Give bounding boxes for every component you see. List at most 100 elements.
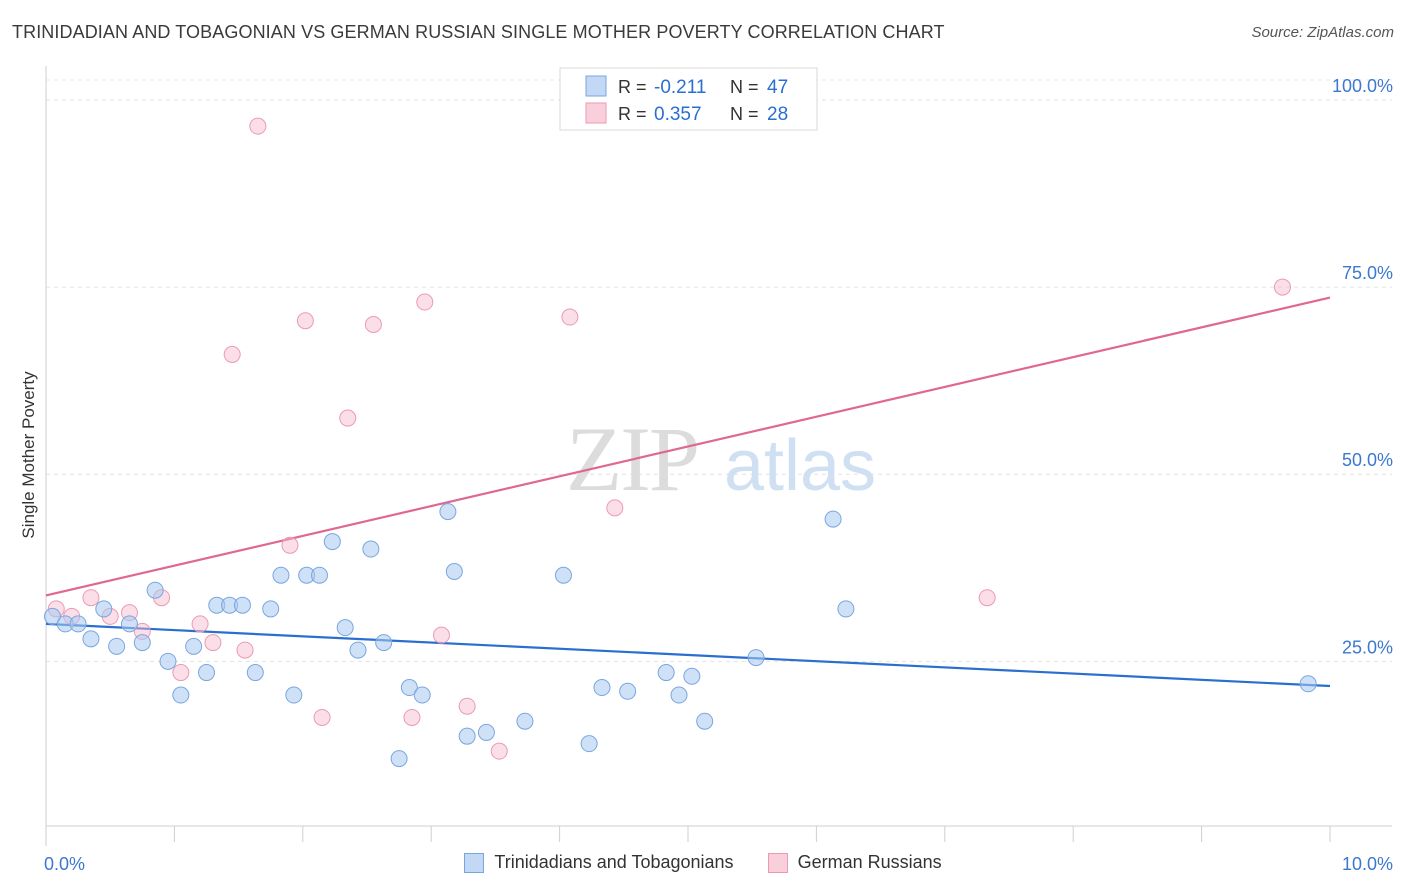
trinidadian-point-44 bbox=[824, 510, 842, 528]
trinidadian-point-31 bbox=[445, 563, 463, 581]
german-russian-point-20 bbox=[432, 626, 450, 644]
trinidadian-point-33 bbox=[477, 723, 495, 741]
german-russian-point-12 bbox=[249, 117, 267, 135]
trinidadian-point-23 bbox=[336, 619, 354, 637]
trinidadian-point-28 bbox=[400, 679, 418, 697]
german-russian-point-15 bbox=[313, 708, 331, 726]
trinidadian-point-32 bbox=[458, 727, 476, 745]
trinidadian-point-7 bbox=[133, 634, 151, 652]
legend-n-label-2: N = bbox=[730, 104, 759, 124]
trend-line-german-russian bbox=[45, 296, 1331, 597]
trinidadian-point-12 bbox=[198, 664, 215, 682]
x-tick-label-max: 10.0% bbox=[1342, 854, 1393, 874]
legend-n-label-1: N = bbox=[730, 77, 759, 97]
german-russian-point-2 bbox=[82, 589, 100, 607]
y-tick-label-25: 25.0% bbox=[1342, 637, 1393, 657]
trinidadian-point-18 bbox=[272, 566, 290, 584]
german-russian-point-13 bbox=[281, 536, 299, 554]
y-axis-label: Single Mother Poverty bbox=[19, 371, 38, 539]
source-credit: Source: ZipAtlas.com bbox=[1251, 24, 1394, 41]
watermark: ZIP atlas bbox=[566, 408, 876, 510]
german-russian-point-17 bbox=[364, 315, 382, 333]
legend-swatch-trinidadian bbox=[585, 75, 607, 97]
trinidadian-point-37 bbox=[593, 679, 611, 697]
legend-r-value-2: 0.357 bbox=[654, 104, 702, 125]
trinidadian-point-39 bbox=[657, 664, 675, 682]
trinidadian-point-22 bbox=[323, 533, 341, 551]
trinidadian-point-15 bbox=[233, 596, 251, 614]
legend-n-value-1: 47 bbox=[767, 77, 788, 98]
legend-item-trinidadian: Trinidadians and Tobagonians bbox=[464, 852, 734, 873]
trinidadian-point-6 bbox=[120, 615, 138, 633]
german-russian-point-26 bbox=[978, 589, 996, 607]
german-russian-point-9 bbox=[204, 634, 222, 652]
trinidadian-point-10 bbox=[172, 686, 190, 704]
data-points bbox=[43, 91, 1317, 768]
trend-line-trinidadian bbox=[45, 622, 1331, 688]
german-russian-point-19 bbox=[416, 293, 434, 311]
trinidadian-point-34 bbox=[516, 712, 534, 730]
german-russian-point-7 bbox=[172, 664, 190, 682]
german-russian-point-14 bbox=[296, 312, 314, 330]
legend-r-label-1: R = bbox=[618, 77, 647, 97]
german-russian-point-24 bbox=[606, 499, 624, 517]
trinidadian-point-16 bbox=[246, 664, 264, 682]
trinidadian-point-21 bbox=[310, 566, 328, 584]
legend-label-trinidadian: Trinidadians and Tobagonians bbox=[494, 852, 734, 872]
legend-swatch-german-russian bbox=[585, 102, 607, 124]
trinidadian-point-3 bbox=[82, 630, 100, 648]
gridlines bbox=[46, 79, 1392, 662]
y-tick-label-75: 75.0% bbox=[1342, 263, 1393, 283]
trinidadian-point-26 bbox=[375, 634, 393, 652]
trinidadian-point-24 bbox=[349, 641, 367, 659]
axes bbox=[45, 66, 1392, 846]
legend-swatch-blue bbox=[464, 852, 485, 873]
german-russian-point-18 bbox=[403, 708, 421, 726]
trinidadian-point-45 bbox=[837, 600, 855, 618]
german-russian-point-16 bbox=[339, 409, 357, 427]
german-russian-point-21 bbox=[458, 697, 476, 715]
y-tick-label-50: 50.0% bbox=[1342, 450, 1393, 470]
trinidadian-point-41 bbox=[683, 667, 701, 685]
legend-r-value-1: -0.211 bbox=[654, 77, 706, 98]
legend-correlation: R = -0.211 N = 47 R = 0.357 N = 28 bbox=[559, 67, 818, 131]
trinidadian-point-9 bbox=[159, 652, 177, 670]
trinidadian-point-36 bbox=[580, 735, 598, 753]
trinidadian-point-40 bbox=[670, 686, 688, 704]
trinidadian-point-27 bbox=[390, 750, 408, 768]
trinidadian-point-8 bbox=[146, 581, 164, 599]
legend-label-german-russian: German Russians bbox=[797, 852, 942, 872]
chart-title: TRINIDADIAN AND TOBAGONIAN VS GERMAN RUS… bbox=[12, 22, 945, 42]
trinidadian-point-4 bbox=[95, 600, 113, 618]
y-tick-label-100: 100.0% bbox=[1332, 76, 1393, 96]
legend-n-value-2: 28 bbox=[767, 104, 788, 125]
trinidadian-point-38 bbox=[619, 682, 637, 700]
trinidadian-point-5 bbox=[108, 637, 126, 655]
trinidadian-point-17 bbox=[262, 600, 280, 618]
legend-r-label-2: R = bbox=[618, 104, 647, 124]
german-russian-point-23 bbox=[561, 308, 579, 326]
trend-lines bbox=[45, 296, 1331, 688]
tick-labels: 25.0% 50.0% 75.0% 100.0% 0.0% 10.0% bbox=[44, 76, 1393, 874]
german-russian-point-22 bbox=[490, 742, 508, 760]
legend-series: Trinidadians and Tobagonians German Russ… bbox=[0, 852, 1406, 873]
trinidadian-point-42 bbox=[696, 712, 714, 730]
trinidadian-point-43 bbox=[747, 649, 765, 667]
x-tick-label-min: 0.0% bbox=[44, 854, 85, 874]
german-russian-point-10 bbox=[223, 345, 241, 363]
trinidadian-point-0 bbox=[43, 607, 61, 625]
trinidadian-point-30 bbox=[439, 503, 457, 521]
german-russian-point-27 bbox=[1273, 278, 1291, 296]
legend-item-german-russian: German Russians bbox=[767, 852, 942, 873]
trinidadian-point-29 bbox=[413, 686, 431, 704]
trinidadian-point-11 bbox=[185, 637, 203, 655]
trinidadian-point-19 bbox=[285, 686, 303, 704]
trinidadian-point-35 bbox=[554, 566, 572, 584]
trinidadian-point-46 bbox=[1299, 675, 1317, 693]
german-russian-point-11 bbox=[236, 641, 254, 659]
trinidadian-point-2 bbox=[69, 615, 87, 633]
german-russian-point-8 bbox=[191, 615, 209, 633]
watermark-atlas: atlas bbox=[724, 426, 876, 506]
legend-swatch-pink bbox=[767, 852, 788, 873]
